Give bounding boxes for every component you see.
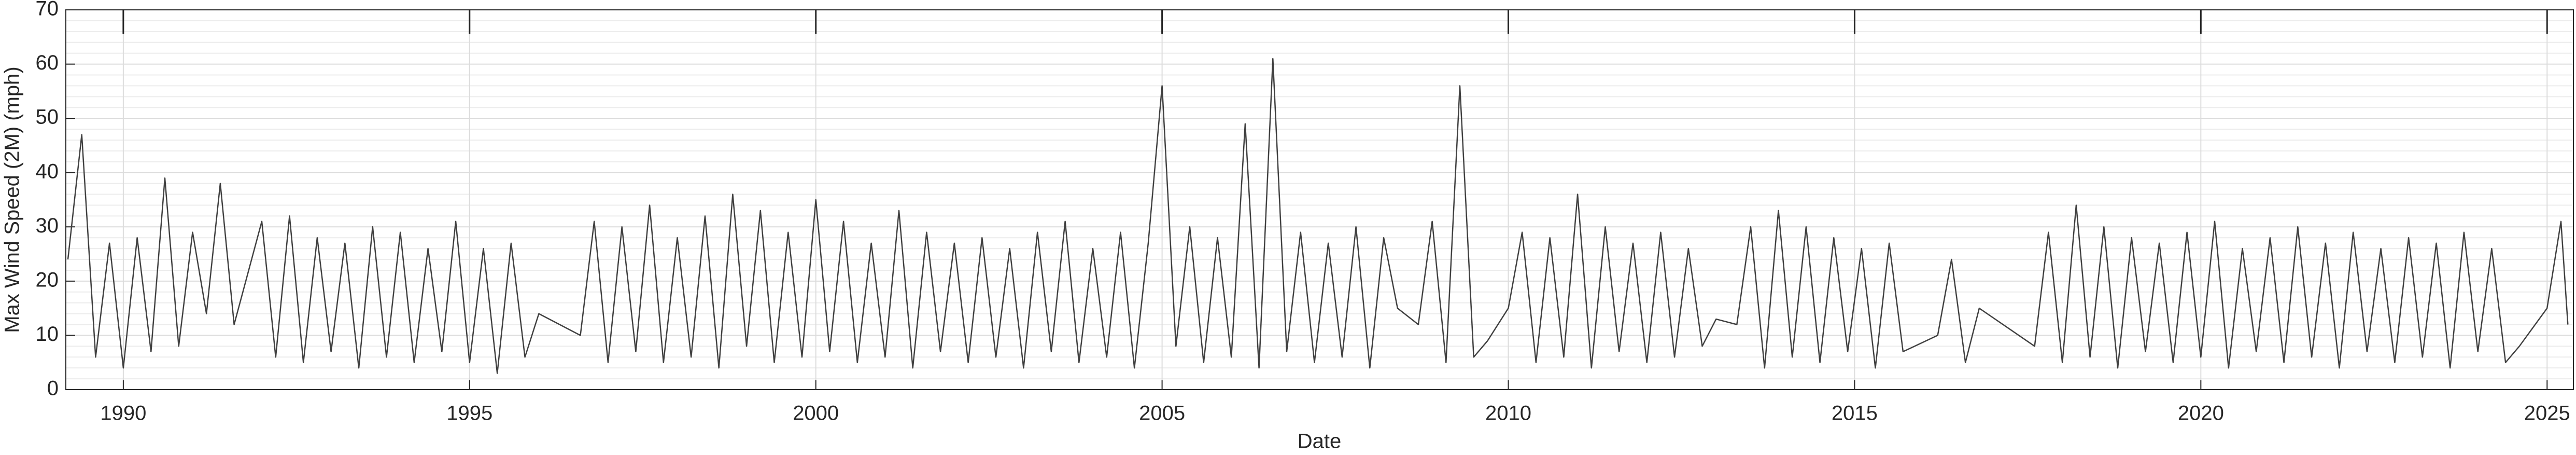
y-tick-label: 0 — [47, 377, 59, 400]
x-tick-label: 2000 — [793, 402, 839, 425]
x-tick-label: 2025 — [2524, 402, 2570, 425]
plot-frame — [65, 9, 2574, 390]
x-tick-label: 2020 — [2178, 402, 2224, 425]
x-tick-label: 2005 — [1139, 402, 1185, 425]
x-tick-label: 1990 — [100, 402, 146, 425]
data-line — [67, 58, 2569, 374]
x-tick-label: 2015 — [1832, 402, 1878, 425]
x-tick-label: 2010 — [1485, 402, 1531, 425]
y-tick-label: 20 — [36, 268, 59, 291]
x-tick-label: 1995 — [446, 402, 492, 425]
x-axis-label: Date — [1298, 430, 1342, 453]
y-axis-label: Max Wind Speed (2M) (mph) — [1, 66, 24, 333]
y-tick-label: 30 — [36, 214, 59, 237]
y-tick-label: 40 — [36, 160, 59, 183]
y-tick-label: 50 — [36, 106, 59, 129]
y-tick-label: 60 — [36, 51, 59, 74]
y-tick-label: 10 — [36, 323, 59, 346]
y-tick-label: 70 — [36, 0, 59, 20]
